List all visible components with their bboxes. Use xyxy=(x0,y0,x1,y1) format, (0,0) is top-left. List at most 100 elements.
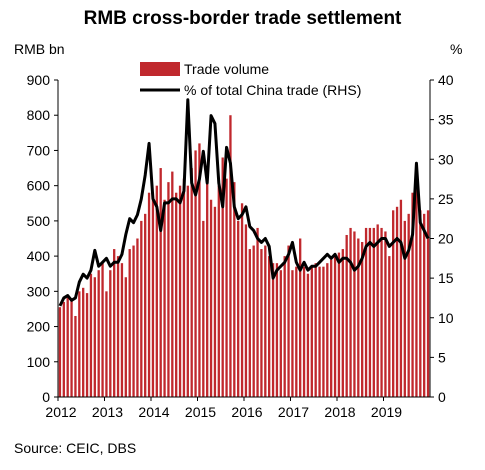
bar xyxy=(182,178,186,397)
bar xyxy=(140,220,143,397)
left-tick-label: 700 xyxy=(27,142,51,158)
bar xyxy=(233,182,236,397)
bar xyxy=(384,231,387,397)
legend-swatch-trade-volume xyxy=(140,62,180,76)
bar xyxy=(330,259,333,397)
bar xyxy=(353,231,356,397)
bar xyxy=(74,315,77,397)
bar xyxy=(159,168,162,397)
left-tick-label: 600 xyxy=(27,178,51,194)
bar xyxy=(175,192,178,397)
bar xyxy=(151,199,155,397)
bar xyxy=(403,220,406,397)
left-tick-label: 900 xyxy=(27,72,51,88)
bar xyxy=(194,150,197,397)
bar xyxy=(225,178,228,397)
bar xyxy=(333,256,337,397)
bar xyxy=(206,168,209,397)
bar xyxy=(349,227,352,397)
bar xyxy=(256,227,259,397)
bar xyxy=(415,182,418,397)
bar xyxy=(124,277,127,397)
bar xyxy=(209,199,213,397)
bar xyxy=(82,287,85,397)
bar xyxy=(302,266,306,397)
bar xyxy=(388,256,391,397)
right-axis-unit: % xyxy=(450,41,462,57)
bar xyxy=(113,249,116,397)
bar xyxy=(229,115,232,397)
bar xyxy=(213,206,217,397)
left-tick-label: 800 xyxy=(27,107,51,123)
legend: Trade volume % of total China trade (RHS… xyxy=(140,61,361,98)
right-tick-label: 40 xyxy=(438,72,454,88)
right-tick-label: 30 xyxy=(438,151,454,167)
bar xyxy=(275,263,279,397)
right-tick-label: 35 xyxy=(438,112,454,128)
bar xyxy=(252,245,255,397)
bar xyxy=(341,249,344,397)
bar xyxy=(310,266,313,397)
bar xyxy=(364,227,368,397)
bar xyxy=(326,263,329,397)
bar xyxy=(128,249,131,397)
bar xyxy=(101,263,104,397)
bar xyxy=(217,185,220,397)
bar xyxy=(283,256,286,397)
bar xyxy=(399,199,403,397)
bar xyxy=(89,273,93,397)
right-tick-label: 10 xyxy=(438,310,454,326)
legend-label-trade-volume: Trade volume xyxy=(184,61,269,77)
left-tick-label: 500 xyxy=(27,213,51,229)
axes: 0 100 200 300 400 500 600 700 800 900 0 5 10 15 20 25 30… xyxy=(27,72,454,420)
bar xyxy=(337,252,341,397)
bar xyxy=(322,266,325,397)
bar xyxy=(155,185,158,397)
source-note: Source: CEIC, DBS xyxy=(14,440,137,456)
left-tick-label: 100 xyxy=(27,354,51,370)
left-tick-label: 400 xyxy=(27,248,51,264)
bar xyxy=(167,182,170,397)
bar xyxy=(380,227,383,397)
bar xyxy=(120,263,124,397)
x-tick-label: 2016 xyxy=(231,404,262,420)
left-axis-unit: RMB bn xyxy=(14,41,65,57)
bar xyxy=(287,245,290,397)
bar xyxy=(202,220,205,397)
right-tick-label: 25 xyxy=(438,191,454,207)
bar xyxy=(264,245,267,397)
bar xyxy=(147,192,151,397)
bar xyxy=(392,210,395,397)
bar xyxy=(318,266,321,397)
bar xyxy=(306,273,310,397)
bar xyxy=(314,263,317,397)
bar xyxy=(85,293,89,397)
bar xyxy=(186,185,189,397)
bar xyxy=(132,245,135,397)
x-tick-label: 2012 xyxy=(45,404,76,420)
x-tick-label: 2017 xyxy=(278,404,309,420)
bar xyxy=(295,266,298,397)
bar xyxy=(62,301,65,397)
bar xyxy=(171,171,174,397)
bar xyxy=(66,294,69,397)
bar xyxy=(163,199,166,397)
bar xyxy=(70,298,73,397)
bar xyxy=(299,238,302,397)
line-series-share-of-trade xyxy=(58,98,430,307)
x-tick-label: 2013 xyxy=(92,404,123,420)
bar xyxy=(237,220,240,397)
bar xyxy=(93,277,96,397)
bar xyxy=(268,256,271,397)
x-tick-label: 2015 xyxy=(185,404,216,420)
bar xyxy=(361,242,364,397)
bar xyxy=(279,270,282,397)
bar xyxy=(105,291,108,397)
bar xyxy=(345,234,348,397)
bar xyxy=(198,143,201,397)
right-tick-label: 15 xyxy=(438,270,454,286)
bar xyxy=(357,238,360,397)
bar xyxy=(190,168,193,397)
bar xyxy=(376,224,379,397)
